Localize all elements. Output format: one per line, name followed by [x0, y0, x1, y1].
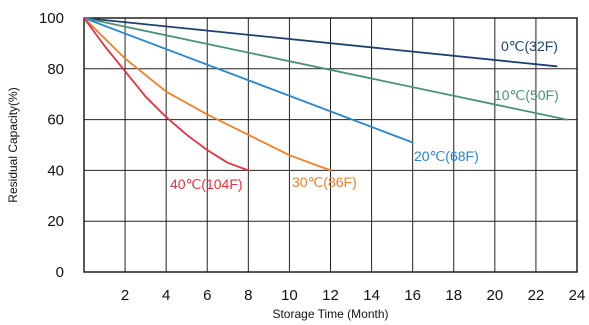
y-tick-label: 60: [47, 112, 64, 129]
grid: [84, 18, 577, 272]
x-tick-label: 22: [528, 287, 545, 304]
series-line: [83, 17, 332, 172]
x-tick-label: 24: [569, 287, 586, 304]
y-tick-labels: 0 20 40 60 80 100: [39, 10, 64, 281]
series-line: [83, 17, 568, 121]
y-tick-label: 100: [39, 10, 64, 27]
series-labels: 0℃(32F) 10℃(50F) 20℃(68F) 30℃(86F) 40℃(104F): [170, 38, 559, 192]
series-label: 10℃(50F): [494, 87, 559, 103]
series-line: [83, 17, 414, 144]
plot-area-frame: [83, 17, 578, 273]
x-tick-label: 6: [203, 287, 211, 304]
y-tick-label: 20: [47, 213, 64, 230]
x-axis-title: Storage Time (Month): [272, 307, 388, 321]
series-lines: [83, 17, 568, 172]
x-tick-labels: 2 4 6 8 10 12 14 16 18 20 22 24: [121, 287, 585, 304]
x-tick-label: 4: [162, 287, 170, 304]
series-label: 20℃(68F): [414, 148, 479, 164]
series-label: 0℃(32F): [501, 38, 558, 54]
x-tick-label: 12: [322, 287, 339, 304]
series-label: 30℃(86F): [292, 174, 357, 190]
x-tick-label: 16: [404, 287, 421, 304]
x-tick-label: 8: [244, 287, 252, 304]
series-line: [83, 17, 250, 172]
y-tick-label: 0: [56, 264, 64, 281]
x-tick-label: 10: [281, 287, 298, 304]
x-tick-label: 14: [363, 287, 380, 304]
y-tick-label: 40: [47, 162, 64, 179]
x-tick-label: 2: [121, 287, 129, 304]
x-tick-label: 20: [486, 287, 503, 304]
series-label: 40℃(104F): [170, 176, 243, 192]
y-axis-title: Residual Capacity(%): [6, 87, 20, 202]
x-tick-label: 18: [445, 287, 462, 304]
series-line: [83, 17, 558, 68]
y-tick-label: 80: [47, 61, 64, 78]
